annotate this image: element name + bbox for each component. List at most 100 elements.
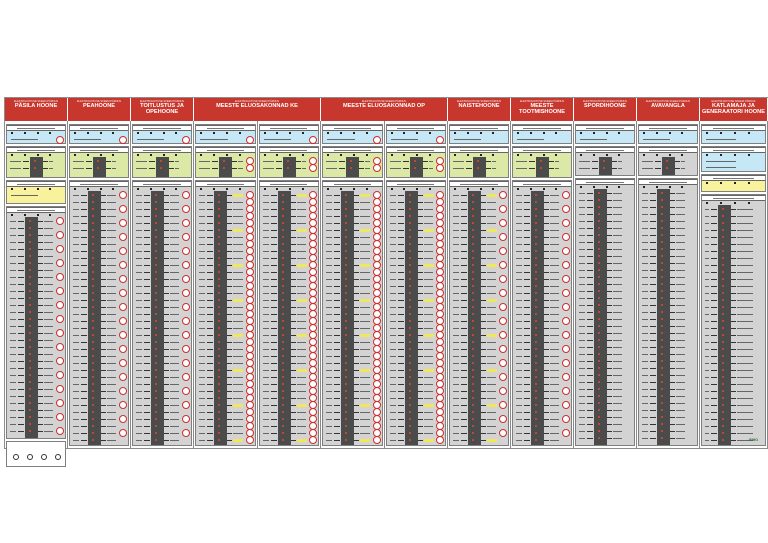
breaker-indicator xyxy=(562,191,570,199)
legend-marker xyxy=(365,188,368,190)
outgoing-line xyxy=(481,349,486,350)
outgoing-label-line xyxy=(44,354,53,355)
outgoing-label-line xyxy=(423,426,433,427)
feeder-label-line xyxy=(326,209,332,210)
outgoing-label-line xyxy=(676,214,685,215)
outgoing-line xyxy=(670,347,675,348)
feeder-label-line xyxy=(389,258,396,259)
outgoing-line xyxy=(354,356,359,357)
status-led xyxy=(29,290,31,292)
block-title-bar xyxy=(576,125,634,131)
outgoing-line xyxy=(731,412,736,413)
outgoing-line xyxy=(481,244,486,245)
feeder-line xyxy=(461,300,467,301)
feeder-label-line xyxy=(262,293,269,294)
feeder-label-line xyxy=(579,403,585,404)
feeder-label-line xyxy=(389,377,396,378)
outgoing-label-line xyxy=(360,363,370,364)
outgoing-label-line xyxy=(550,314,559,315)
feeder-label-line xyxy=(199,286,205,287)
highlighted-circuit xyxy=(296,194,307,197)
status-led xyxy=(661,199,663,201)
status-led xyxy=(722,327,724,329)
status-led xyxy=(661,360,663,362)
status-led xyxy=(218,243,220,245)
status-led xyxy=(408,278,411,280)
highlighted-circuit xyxy=(423,194,434,197)
feeder-label-line xyxy=(579,168,590,169)
block-title-bar xyxy=(702,125,765,131)
feeder-label-line xyxy=(453,307,459,308)
feeder-label-line xyxy=(73,433,79,434)
highlighted-circuit xyxy=(296,369,307,372)
outgoing-line xyxy=(227,342,232,343)
feeder-label-line xyxy=(705,356,709,357)
outgoing-line xyxy=(670,382,675,383)
outgoing-label-line xyxy=(170,300,179,301)
feeder-line xyxy=(524,307,530,308)
legend-marker xyxy=(390,132,393,134)
outgoing-line xyxy=(290,356,296,357)
incoming-panel xyxy=(701,124,766,144)
legend-marker xyxy=(339,132,342,134)
feeder-label-line xyxy=(389,321,396,322)
outgoing-line xyxy=(731,216,736,217)
feeder-line xyxy=(397,405,404,406)
outgoing-label-line xyxy=(360,272,370,273)
feeder-label-line xyxy=(73,286,79,287)
feeder-label-line xyxy=(10,256,16,257)
status-led xyxy=(661,297,663,299)
status-led xyxy=(472,264,474,266)
legend-marker xyxy=(643,154,645,156)
feeder-label-line xyxy=(516,426,522,427)
breaker-indicator xyxy=(562,247,570,255)
outgoing-label-line xyxy=(423,279,433,280)
status-led xyxy=(92,348,94,350)
highlighted-circuit xyxy=(296,439,307,442)
outgoing-line xyxy=(101,363,106,364)
feeder-label-line xyxy=(326,321,332,322)
outgoing-line xyxy=(354,433,359,434)
status-led xyxy=(722,411,724,413)
feeder-line xyxy=(711,412,717,413)
status-led xyxy=(661,374,663,376)
feeder-label-line xyxy=(516,223,522,224)
status-led xyxy=(155,418,157,420)
status-led xyxy=(722,292,724,294)
feeder-label-line xyxy=(262,300,269,301)
status-led xyxy=(218,278,220,280)
status-led xyxy=(218,222,220,224)
feeder-label-line xyxy=(705,377,709,378)
outgoing-label-line xyxy=(423,216,433,217)
outgoing-label-line xyxy=(175,168,179,169)
feeder-line xyxy=(270,342,277,343)
feeder-label-line xyxy=(705,244,709,245)
status-led xyxy=(722,362,724,364)
feeder-line xyxy=(397,370,404,371)
outgoing-label-line xyxy=(296,384,306,385)
outgoing-line xyxy=(354,419,359,420)
outgoing-line xyxy=(38,333,43,334)
status-led xyxy=(661,318,663,320)
feeder-line xyxy=(397,419,404,420)
feeder-line xyxy=(334,286,340,287)
feeder-label-line xyxy=(199,398,205,399)
feeder-label-line xyxy=(579,375,585,376)
feeder-line xyxy=(18,263,24,264)
status-led xyxy=(408,383,411,385)
outgoing-line xyxy=(481,426,486,427)
breaker-indicator xyxy=(436,136,444,144)
legend-marker xyxy=(327,132,329,134)
outgoing-label-line xyxy=(487,258,496,259)
section-header: ELEKTRIJAOTUSE SKEEM PÄRNUS AVAVANGLA xyxy=(637,98,700,121)
feeder-label-line xyxy=(262,405,269,406)
outgoing-label-line xyxy=(360,433,370,434)
status-led xyxy=(29,318,31,320)
feeder-label-line xyxy=(262,377,269,378)
status-led xyxy=(345,418,347,420)
outgoing-line xyxy=(38,417,43,418)
status-led xyxy=(345,194,347,196)
outgoing-label-line xyxy=(170,391,179,392)
outgoing-label-line xyxy=(737,412,753,413)
feeder-label-line xyxy=(199,328,205,329)
